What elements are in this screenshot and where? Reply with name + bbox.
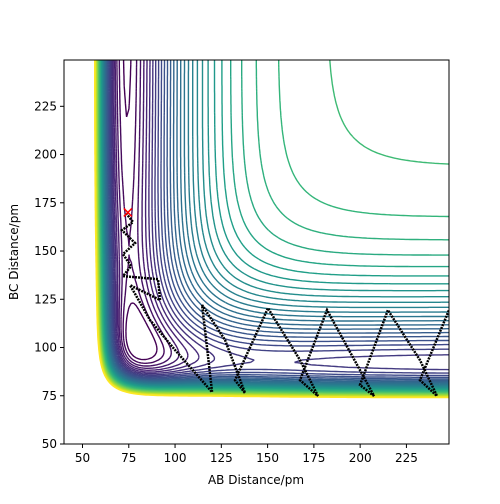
x-tick-label: 100 — [164, 451, 187, 465]
contour-line — [116, 60, 172, 367]
y-tick-label: 50 — [42, 437, 57, 451]
y-tick-label: 150 — [34, 244, 57, 258]
y-tick-label: 175 — [34, 196, 57, 210]
trajectory-line — [120, 212, 449, 397]
contour-line — [103, 60, 449, 385]
y-tick-label: 125 — [34, 292, 57, 306]
x-tick-label: 175 — [302, 451, 325, 465]
contour-line — [104, 60, 449, 384]
x-tick-label: 200 — [349, 451, 372, 465]
start-marker — [123, 207, 133, 217]
y-axis-label: BC Distance/pm — [7, 204, 21, 300]
contour-line — [109, 60, 449, 376]
contour-line — [94, 60, 449, 398]
contour-line — [107, 60, 449, 378]
y-tick-label: 100 — [34, 341, 57, 355]
contour-line — [94, 60, 449, 399]
contour-line — [97, 60, 449, 394]
contour-line — [98, 60, 449, 393]
contour-line — [122, 60, 158, 361]
contour-line — [111, 60, 200, 373]
contour-line — [110, 60, 216, 375]
axes-frame — [63, 59, 450, 445]
x-axis-label: AB Distance/pm — [208, 473, 304, 487]
y-tick-label: 225 — [34, 99, 57, 113]
mark-layer — [120, 207, 449, 397]
contour-line — [97, 60, 449, 395]
y-tick-label: 75 — [42, 389, 57, 403]
y-tick-label: 200 — [34, 148, 57, 162]
contour-line — [98, 60, 449, 393]
x-tick-label: 50 — [75, 451, 90, 465]
contour-line — [94, 60, 449, 398]
contour-line — [108, 60, 449, 377]
contour-line — [113, 60, 189, 371]
x-tick-label: 75 — [121, 451, 136, 465]
contour-line — [97, 60, 449, 394]
x-tick-label: 150 — [256, 451, 279, 465]
x-tick-label: 125 — [210, 451, 233, 465]
contour-line — [114, 60, 180, 369]
x-tick-label: 225 — [395, 451, 418, 465]
contour-layer — [94, 60, 449, 399]
